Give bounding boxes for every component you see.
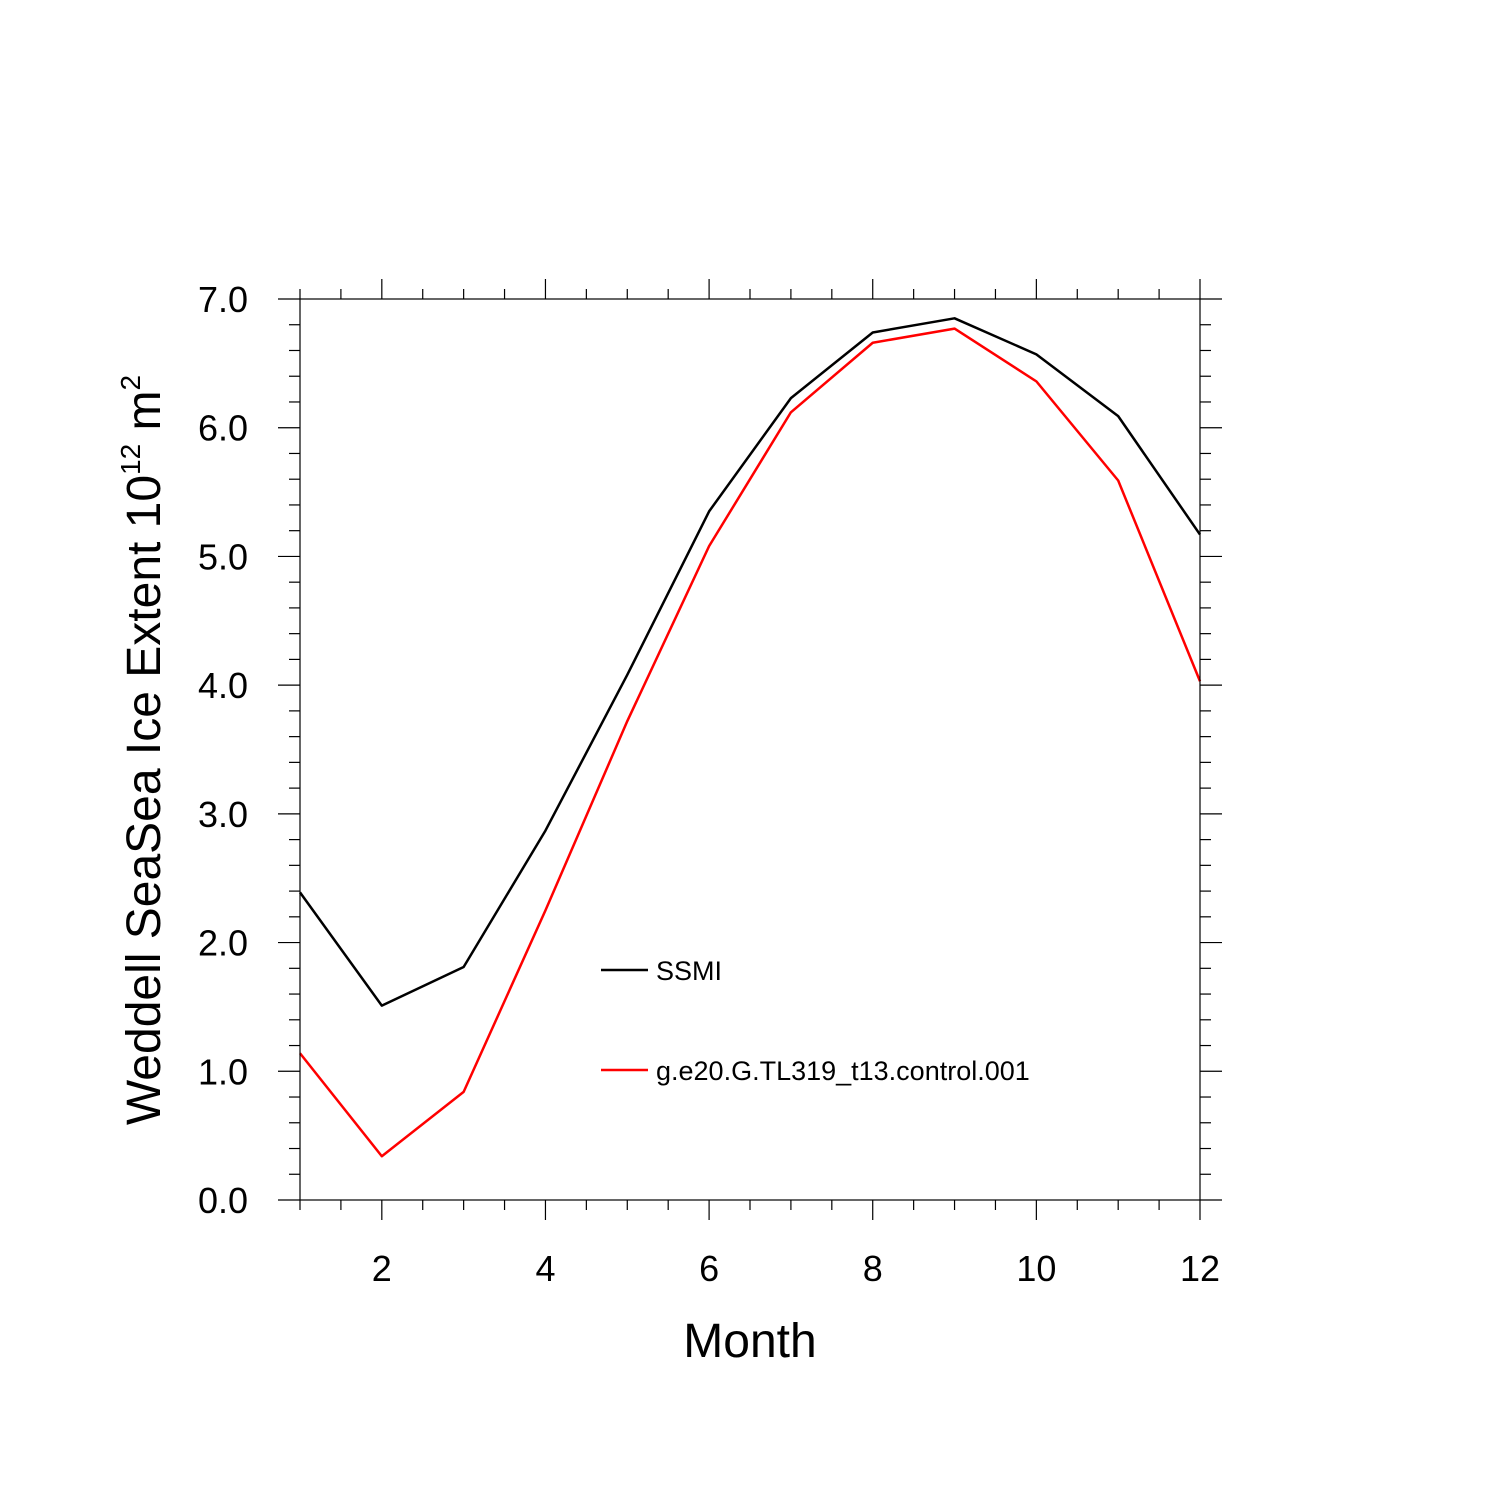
x-tick-label: 12 — [1180, 1248, 1220, 1289]
x-tick-label: 4 — [535, 1248, 555, 1289]
plot-frame — [299, 298, 1201, 1201]
y-axis-title-exponent: 12 — [115, 444, 146, 475]
axis-ticks — [278, 279, 1222, 1220]
series-line-0 — [298, 317, 1202, 1007]
legend-label-control: g.e20.G.TL319_t13.control.001 — [656, 1056, 1030, 1086]
y-tick-label: 3.0 — [198, 794, 248, 835]
y-axis-title-unit: m — [118, 390, 171, 443]
x-tick-label: 8 — [863, 1248, 883, 1289]
y-tick-label: 7.0 — [198, 279, 248, 320]
y-tick-label: 0.0 — [198, 1180, 248, 1221]
y-tick-label: 6.0 — [198, 408, 248, 449]
tick-labels: 2 4 6 8 10 12 0.0 1.0 2.0 3.0 4.0 5.0 6.0 7.0 — [198, 279, 1220, 1289]
y-axis-title-unit-exponent: 2 — [115, 375, 146, 391]
y-tick-label: 2.0 — [198, 923, 248, 964]
x-tick-label: 6 — [699, 1248, 719, 1289]
x-axis-title: Month — [683, 1315, 816, 1368]
series-line-1 — [299, 327, 1202, 1158]
y-tick-label: 1.0 — [198, 1051, 248, 1092]
x-tick-label: 10 — [1016, 1248, 1056, 1289]
series-lines — [298, 317, 1202, 1158]
x-tick-label: 2 — [372, 1248, 392, 1289]
legend: SSMI g.e20.G.TL319_t13.control.001 — [601, 956, 1030, 1086]
y-tick-label: 4.0 — [198, 665, 248, 706]
y-axis-title-main: Weddell SeaSea Ice Extent 10 — [118, 475, 171, 1125]
legend-label-ssmi: SSMI — [656, 956, 722, 986]
y-tick-label: 5.0 — [198, 536, 248, 577]
y-axis-title: Weddell SeaSea Ice Extent 1012 m2 — [115, 375, 171, 1125]
